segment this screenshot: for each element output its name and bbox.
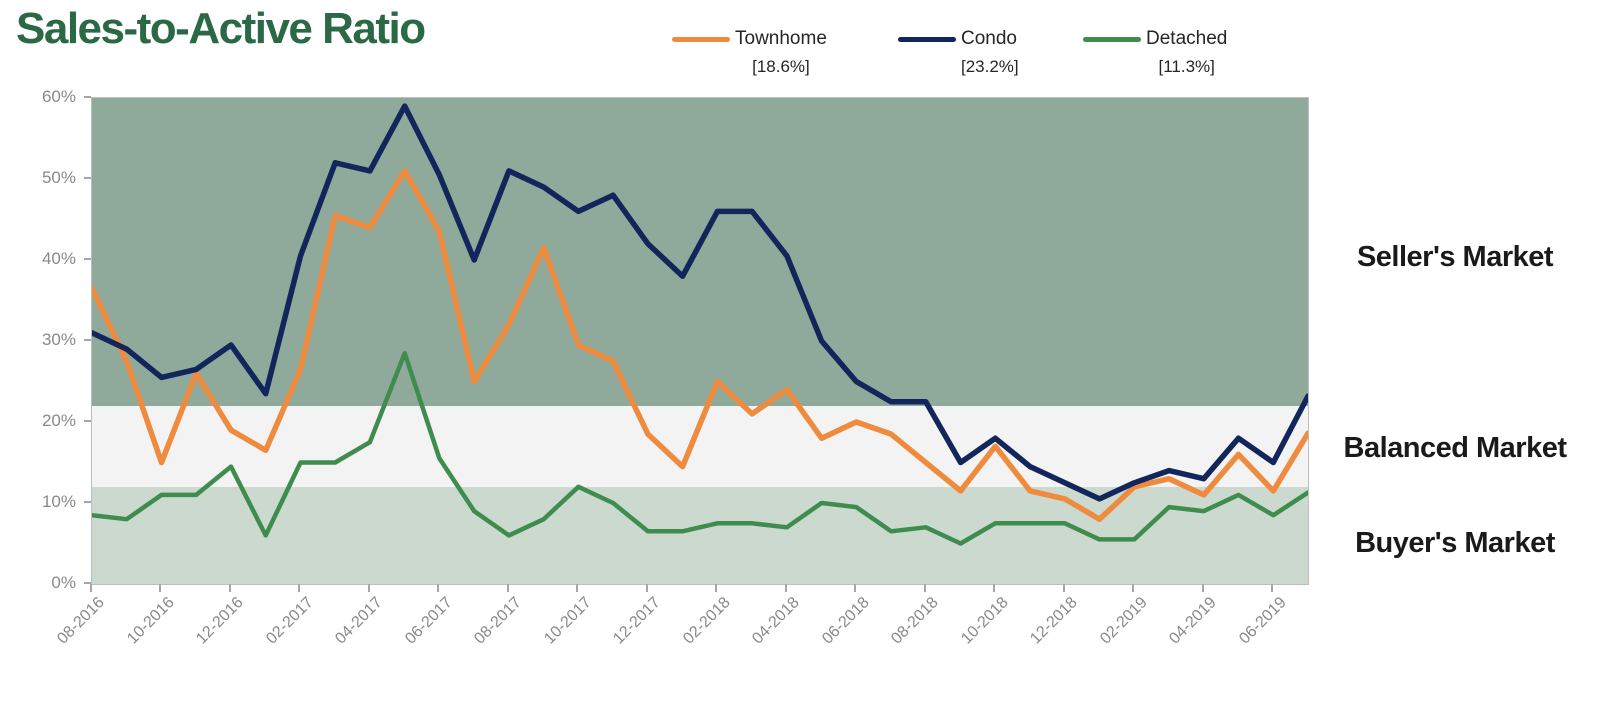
legend-label: Townhome xyxy=(735,28,827,49)
x-axis-tick xyxy=(159,584,162,592)
x-axis-tick xyxy=(715,584,718,592)
legend-item-detached: Detached [11.3%] xyxy=(1083,28,1227,77)
series-lines xyxy=(92,103,1308,546)
y-axis-label-60: 60% xyxy=(41,87,76,106)
x-axis-label-10-2017: 10-2017 xyxy=(540,594,595,648)
series-line-condo xyxy=(92,103,1308,502)
x-axis-tick xyxy=(993,584,996,592)
series-line-townhome xyxy=(92,168,1308,522)
band-seller-s-market xyxy=(92,98,1308,406)
x-axis-tick xyxy=(923,584,926,592)
chart-plot-area xyxy=(91,97,1309,585)
y-axis-tick xyxy=(84,582,91,584)
x-axis-tick xyxy=(1132,584,1135,592)
x-axis-label-06-2017: 06-2017 xyxy=(401,594,456,648)
x-axis-tick xyxy=(437,584,440,592)
x-axis-label-04-2017: 04-2017 xyxy=(332,594,386,648)
x-axis-tick xyxy=(90,584,92,592)
y-axis-tick xyxy=(84,96,91,98)
y-axis-tick xyxy=(84,420,91,422)
y-axis-tick xyxy=(84,501,91,503)
x-axis-label-12-2017: 12-2017 xyxy=(610,594,664,648)
y-axis-label-40: 40% xyxy=(41,249,76,268)
x-axis-label-04-2019: 04-2019 xyxy=(1166,594,1220,648)
y-axis-tick xyxy=(84,258,91,260)
y-axis-label-0: 0% xyxy=(51,573,76,592)
legend-latest-value: [23.2%] xyxy=(961,57,1019,76)
x-axis-label-12-2016: 12-2016 xyxy=(193,594,248,648)
x-axis-tick xyxy=(1271,584,1274,592)
legend-latest-value: [11.3%] xyxy=(1158,57,1215,76)
legend-label: Detached xyxy=(1146,28,1228,49)
x-axis-tick xyxy=(298,584,301,592)
x-axis-tick xyxy=(367,584,370,592)
x-axis-tick xyxy=(506,584,509,592)
band-buyer-s-market xyxy=(92,486,1308,584)
y-axis-label-50: 50% xyxy=(41,168,76,187)
legend-line-swatch xyxy=(898,36,956,42)
legend-item-townhome: Townhome [18.6%] xyxy=(672,28,827,77)
x-axis-tick xyxy=(1062,584,1065,592)
legend-line-swatch xyxy=(1083,36,1141,42)
x-axis-tick xyxy=(576,584,579,592)
x-axis-tick xyxy=(784,584,787,592)
x-axis-label-08-2016: 08-2016 xyxy=(54,594,109,648)
zone-label-sellers-market: Seller's Market xyxy=(1356,241,1554,273)
x-axis-label-02-2017: 02-2017 xyxy=(262,594,317,648)
x-axis-label-06-2019: 06-2019 xyxy=(1235,594,1290,648)
y-axis-label-10: 10% xyxy=(41,492,76,511)
y-axis-tick xyxy=(84,339,91,341)
x-axis-label-02-2019: 02-2019 xyxy=(1096,594,1151,648)
legend-line-swatch xyxy=(672,36,730,42)
x-axis-tick xyxy=(645,584,648,592)
y-axis-tick xyxy=(84,177,91,179)
legend-item-condo: Condo [23.2%] xyxy=(898,28,1019,77)
chart-legend: Townhome [18.6%] Condo [23.2%] Detached [11.3… xyxy=(0,0,1602,90)
x-axis-label-06-2018: 06-2018 xyxy=(818,594,873,648)
x-axis-tick xyxy=(1201,584,1204,592)
x-axis-tick xyxy=(854,584,857,592)
y-axis-label-20: 20% xyxy=(41,411,76,430)
x-axis-tick xyxy=(228,584,231,592)
x-axis-label-10-2016: 10-2016 xyxy=(123,594,178,648)
legend-latest-value: [18.6%] xyxy=(752,57,810,76)
page-title: Sales-to-Active Ratio xyxy=(16,4,426,53)
series-line-detached xyxy=(92,350,1308,546)
x-axis-label-08-2017: 08-2017 xyxy=(471,594,525,648)
zone-label-balanced-market: Balanced Market xyxy=(1343,432,1568,464)
x-axis-label-02-2018: 02-2018 xyxy=(679,594,734,648)
zone-label-buyers-market: Buyer's Market xyxy=(1355,527,1555,559)
x-axis-label-10-2018: 10-2018 xyxy=(957,594,1012,648)
x-axis-label-08-2018: 08-2018 xyxy=(888,594,942,648)
x-axis-label-12-2018: 12-2018 xyxy=(1027,594,1081,648)
legend-label: Condo xyxy=(961,28,1017,49)
y-axis-label-30: 30% xyxy=(41,330,76,349)
x-axis-label-04-2018: 04-2018 xyxy=(749,594,803,648)
